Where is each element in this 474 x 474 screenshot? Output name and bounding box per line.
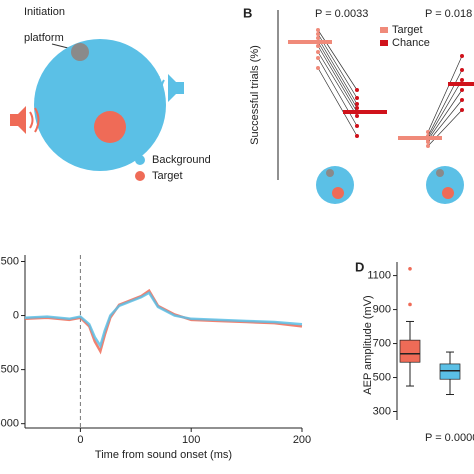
outlier [408,266,412,271]
chance-point [355,96,359,100]
box [399,339,421,363]
p-value: P = 0.0033 [315,8,368,20]
legend-label: Background [152,154,211,166]
y-tick-label: 700 [373,337,391,349]
box [439,363,461,380]
platform-label: platform [24,32,64,44]
legend-swatch [380,27,388,33]
target-point [316,50,320,54]
pair-line [317,41,358,109]
platform [71,43,89,61]
mini-platform [436,169,444,177]
panel-label: D [355,259,364,274]
pair-line [427,89,463,141]
mini-target [442,187,454,199]
target-point [316,28,320,32]
y-tick-label: 1100 [367,269,391,281]
chance-point [355,114,359,118]
chance-point [460,68,464,72]
legend-swatch [380,40,388,46]
pair-line [317,67,358,137]
chance-point [355,102,359,106]
legend-label: Target [392,24,423,36]
pair-line [317,57,358,127]
target-zone [94,111,126,143]
chance-point [355,88,359,92]
pair-line [317,33,358,99]
y-tick-label: 0 [13,309,19,321]
target-point [316,66,320,70]
target-point [426,130,430,134]
chance-point [355,134,359,138]
panel-label: B [243,5,252,20]
pair-line [317,51,358,117]
p-value: P = 0.018 [425,8,472,20]
chance-point [460,98,464,102]
target-point [316,36,320,40]
chance-point [460,108,464,112]
chance-point [460,78,464,82]
x-axis-label: Time from sound onset (ms) [95,449,232,461]
chance-point [355,106,359,110]
mini-arena [426,166,464,204]
target-point [316,32,320,36]
x-tick-label: 200 [293,434,311,446]
pair-line [427,55,463,133]
trace [24,291,303,349]
chance-point [460,54,464,58]
mini-arena [316,166,354,204]
chance-point [460,88,464,92]
legend-label: Chance [392,37,430,49]
legend-swatch [135,171,145,181]
legend-swatch [135,155,145,165]
speaker-right [154,74,184,102]
pair-line [427,79,463,139]
target-point [316,44,320,48]
x-tick-label: 0 [77,434,83,446]
x-tick-label: 100 [182,434,200,446]
median-bar [398,136,442,140]
chance-point [355,124,359,128]
y-axis-label: AEP amplitude (mV) [362,295,374,394]
target-point [316,56,320,60]
platform-label: Initiation [24,6,65,18]
y-tick-label: 500 [373,371,391,383]
pair-line [427,69,463,137]
pair-line [317,29,358,91]
legend-label: Target [152,170,183,182]
mini-platform [326,169,334,177]
y-axis-label: Successful trials (%) [249,45,261,145]
y-tick-label: -2500 [0,364,19,376]
arena [34,39,166,171]
mini-target [332,187,344,199]
target-point [426,140,430,144]
y-tick-label: 900 [373,303,391,315]
median-bar [288,40,332,44]
pair-line [427,99,463,143]
median-bar [343,110,387,114]
median-bar [448,82,474,86]
y-tick-label: 300 [373,405,391,417]
target-point [426,144,430,148]
speaker-left [10,106,40,134]
y-tick-label: 2500 [0,255,19,267]
pair-line [317,37,358,105]
outlier [408,302,412,307]
pair-line [317,45,358,113]
